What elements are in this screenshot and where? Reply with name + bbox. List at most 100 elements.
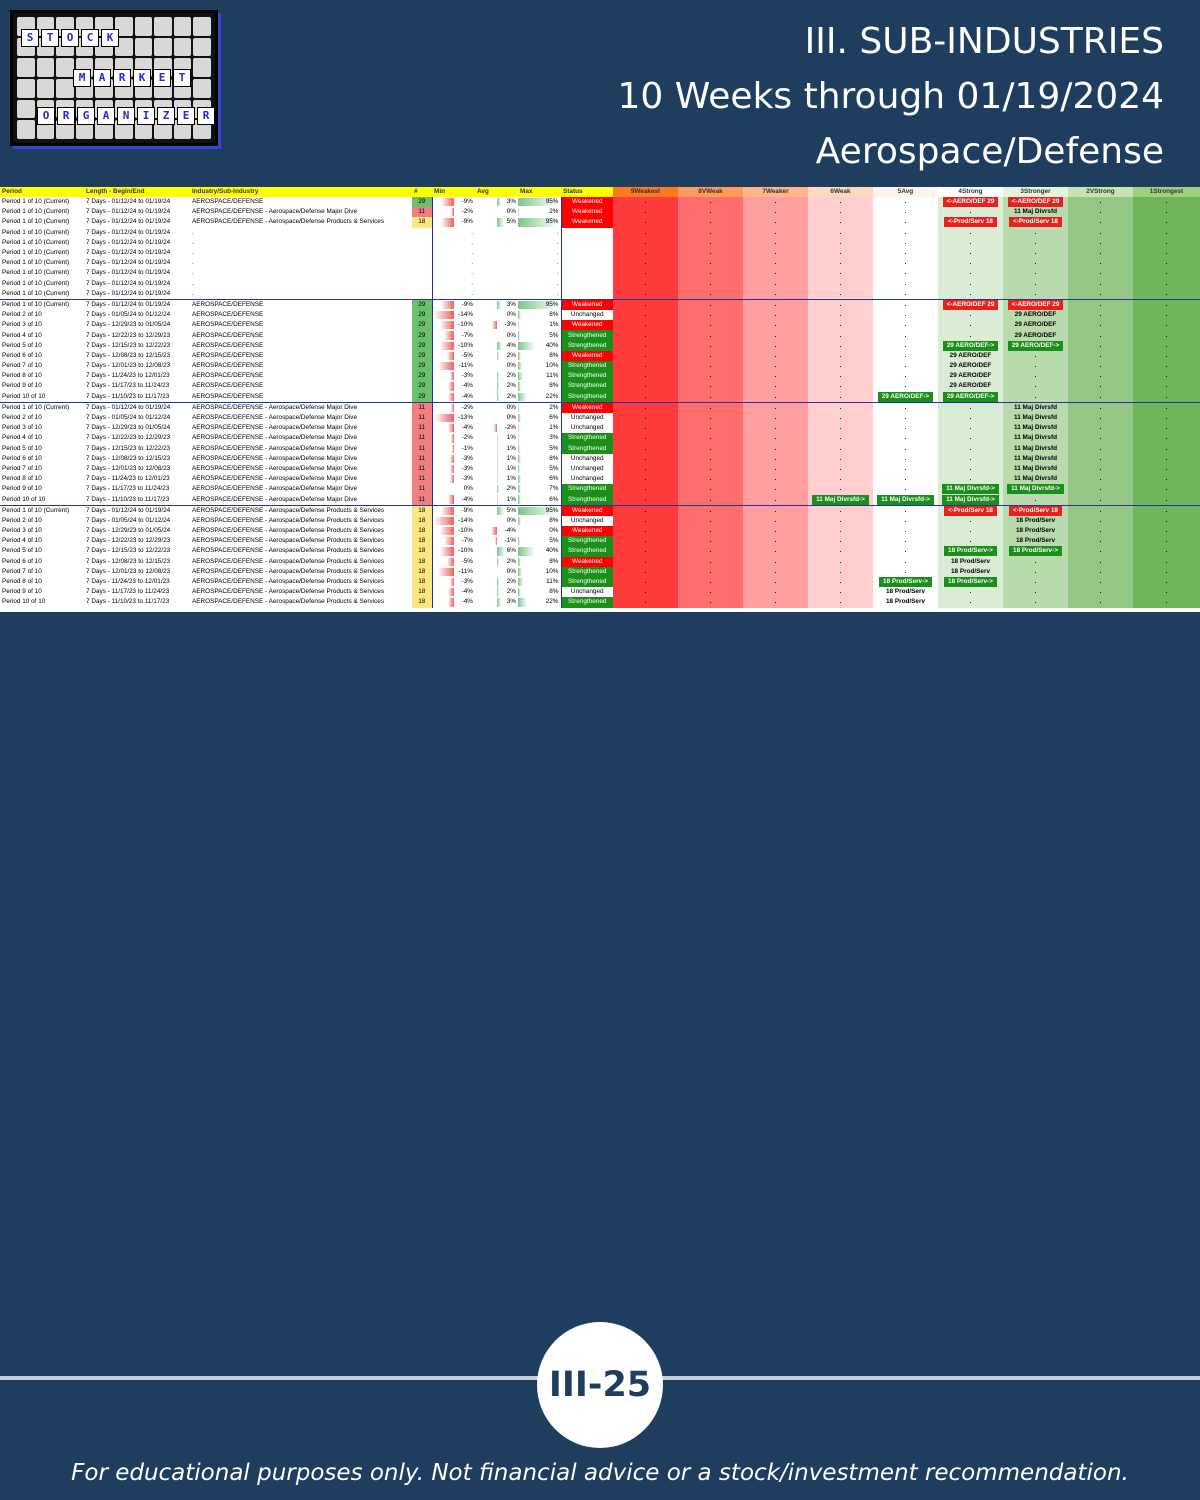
min-cell[interactable]: -3% [431,576,475,588]
rating-cell[interactable]: . [1003,566,1068,577]
rating-cell[interactable]: . [613,298,678,311]
industry-cell[interactable]: . [192,238,194,246]
rating-cell[interactable]: 29 AERO/DEF [1003,330,1068,341]
rating-cell[interactable]: . [873,320,938,331]
rating-cell[interactable]: . [613,381,678,392]
rating-cell[interactable]: . [678,247,743,259]
min-cell[interactable]: -4% [431,423,475,434]
column-header[interactable]: Length - Begin/End [84,187,190,197]
max-cell[interactable]: 22% [518,391,562,403]
rating-cell[interactable]: . [1068,474,1133,485]
rating-cell[interactable]: . [678,217,743,228]
rating-cell[interactable]: <-AERO/DEF 29 [1003,298,1068,311]
rating-cell[interactable]: . [873,247,938,259]
avg-cell[interactable]: 1% [475,454,518,464]
rating-cell[interactable]: . [678,288,743,300]
rating-cell[interactable]: . [1133,433,1200,444]
rating-cell[interactable]: . [938,597,1003,608]
rating-cell[interactable]: <-Prod/Serv 18 [938,504,1003,516]
max-cell[interactable]: 95% [518,197,562,208]
rating-cell[interactable]: . [808,401,873,413]
count-cell[interactable]: 18 [412,526,432,537]
rating-cell[interactable]: . [873,227,938,238]
max-cell[interactable]: 8% [518,587,562,598]
avg-cell[interactable]: 4% [475,341,518,351]
rating-cell[interactable]: . [1133,391,1200,403]
column-header[interactable]: 1Strongest [1133,187,1200,197]
min-cell[interactable]: -3% [431,474,475,485]
rating-cell[interactable]: 29 AERO/DEF [1003,320,1068,331]
period-cell[interactable]: Period 1 of 10 (Current) [2,198,70,206]
rating-cell[interactable]: . [1133,576,1200,588]
rating-cell[interactable]: 18 Prod/Serv-> [1003,546,1068,557]
count-cell[interactable]: 11 [412,463,432,475]
status-cell[interactable]: Unchanged [561,515,613,526]
rating-cell[interactable]: . [1068,278,1133,289]
table-row[interactable]: Period 1 of 10 (Current) 7 Days - 01/12/2… [0,207,1200,218]
table-row[interactable]: Period 5 of 10 7 Days - 12/15/23 to 12/22… [0,340,1200,351]
rating-cell[interactable]: . [743,391,808,403]
industry-cell[interactable]: AEROSPACE/DEFENSE - Aerospace/Defense Pr… [192,537,385,545]
rating-cell[interactable]: . [1068,247,1133,259]
min-cell[interactable]: -2% [431,207,475,218]
count-cell[interactable]: 11 [412,453,432,464]
rating-cell[interactable]: 18 Prod/Serv-> [938,546,1003,557]
length-cell[interactable]: 7 Days - 12/22/23 to 12/29/23 [86,434,171,442]
min-cell[interactable]: -1% [431,443,475,454]
column-header[interactable]: Industry/Sub-Industry [190,187,412,197]
rating-cell[interactable]: . [808,526,873,537]
max-cell[interactable]: 11% [518,576,562,588]
table-row[interactable]: Period 6 of 10 7 Days - 12/08/23 to 12/15… [0,556,1200,567]
rating-cell[interactable]: . [1068,268,1133,279]
rating-cell[interactable]: . [873,258,938,269]
rating-cell[interactable]: . [743,371,808,382]
count-cell[interactable]: 29 [412,391,432,403]
avg-cell[interactable]: 2% [475,392,518,403]
rating-cell[interactable]: . [613,227,678,238]
status-cell[interactable]: Weakened [561,526,613,537]
length-cell[interactable]: 7 Days - 12/15/23 to 12/22/23 [86,547,171,555]
rating-cell[interactable]: <-Prod/Serv 18 [1003,504,1068,516]
status-cell[interactable]: Unchanged [561,412,613,424]
max-cell[interactable]: 40% [518,340,562,351]
rating-cell[interactable]: . [613,463,678,475]
rating-cell[interactable]: . [1133,258,1200,269]
table-row[interactable]: Period 3 of 10 7 Days - 12/29/23 to 01/05… [0,320,1200,331]
count-cell[interactable]: 11 [412,494,432,506]
count-cell[interactable]: 11 [412,423,432,434]
max-cell[interactable]: 6% [518,494,562,506]
rating-cell[interactable]: . [808,474,873,485]
industry-cell[interactable]: AEROSPACE/DEFENSE [192,372,264,380]
period-cell[interactable]: Period 1 of 10 (Current) [2,208,70,216]
column-header[interactable]: Min [432,187,475,197]
status-cell[interactable]: Strengthened [561,391,613,403]
industry-cell[interactable]: AEROSPACE/DEFENSE [192,382,264,390]
rating-cell[interactable]: . [743,453,808,464]
rating-cell[interactable]: . [1003,371,1068,382]
rating-cell[interactable]: . [1133,330,1200,341]
rating-cell[interactable]: . [1068,391,1133,403]
rating-cell[interactable]: . [743,268,808,279]
count-cell[interactable]: 11 [412,474,432,485]
rating-cell[interactable]: . [1133,494,1200,506]
rating-cell[interactable]: . [808,556,873,567]
rating-cell[interactable]: . [873,401,938,413]
max-cell[interactable]: 95% [518,504,562,516]
rating-cell[interactable]: . [743,566,808,577]
length-cell[interactable]: 7 Days - 01/12/24 to 01/19/24 [86,218,171,226]
rating-cell[interactable]: <-Prod/Serv 18 [1003,217,1068,228]
status-cell[interactable] [561,288,613,300]
min-cell[interactable]: -9% [431,217,475,228]
rating-cell[interactable]: . [613,412,678,424]
table-row[interactable]: Period 6 of 10 7 Days - 12/08/23 to 12/15… [0,350,1200,361]
count-cell[interactable] [412,268,432,278]
table-row[interactable]: Period 10 of 10 7 Days - 11/10/23 to 11/1… [0,494,1200,506]
rating-cell[interactable]: . [1068,330,1133,341]
industry-cell[interactable]: AEROSPACE/DEFENSE [192,392,264,400]
period-cell[interactable]: Period 4 of 10 [2,537,42,545]
rating-cell[interactable]: . [1133,526,1200,537]
rating-cell[interactable]: . [743,310,808,321]
rating-cell[interactable]: . [808,310,873,321]
count-cell[interactable]: 18 [412,566,432,577]
min-cell[interactable]: -11% [431,361,475,372]
